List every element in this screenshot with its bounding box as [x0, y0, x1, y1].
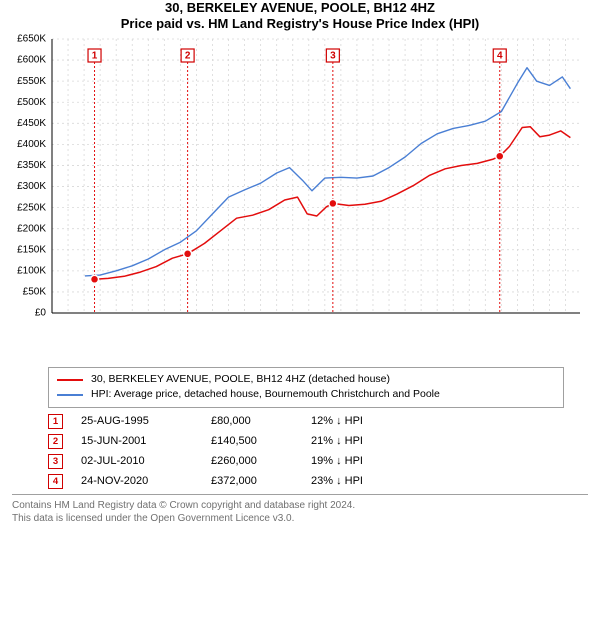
y-tick-label: £500K: [17, 97, 46, 108]
y-tick-label: £250K: [17, 202, 46, 213]
y-tick-label: £550K: [17, 76, 46, 87]
y-tick-label: £350K: [17, 160, 46, 171]
y-tick-label: £650K: [17, 34, 46, 45]
row-marker: 1: [48, 414, 63, 429]
row-marker: 2: [48, 434, 63, 449]
marker-dot-2: [184, 250, 192, 258]
y-tick-label: £200K: [17, 224, 46, 235]
row-diff: 23% ↓ HPI: [311, 475, 411, 487]
row-price: £372,000: [211, 475, 311, 487]
row-marker: 4: [48, 474, 63, 489]
y-tick-label: £0: [35, 308, 47, 319]
legend-swatch: [57, 394, 83, 396]
transaction-table: 1 25-AUG-1995£80,00012% ↓ HPI 2 15-JUN-2001…: [48, 414, 564, 489]
title-line1: 30, BERKELEY AVENUE, POOLE, BH12 4HZ: [0, 0, 600, 16]
chart-svg: £0 £50K £100K £150K £200K £250K £300K £350K £400…: [0, 31, 600, 361]
marker-dot-1: [91, 275, 99, 283]
marker-dot-3: [329, 200, 337, 208]
table-row: 2 15-JUN-2001£140,50021% ↓ HPI: [48, 434, 564, 449]
marker-num-4: 4: [497, 51, 503, 62]
footer-attribution: Contains HM Land Registry data © Crown c…: [12, 494, 588, 526]
row-diff: 21% ↓ HPI: [311, 435, 411, 447]
legend-item: 30, BERKELEY AVENUE, POOLE, BH12 4HZ (de…: [57, 372, 555, 387]
marker-num-3: 3: [330, 51, 336, 62]
y-tick-label: £600K: [17, 55, 46, 66]
table-row: 3 02-JUL-2010£260,00019% ↓ HPI: [48, 454, 564, 469]
y-tick-label: £100K: [17, 266, 46, 277]
row-date: 02-JUL-2010: [81, 455, 211, 467]
row-price: £140,500: [211, 435, 311, 447]
legend: 30, BERKELEY AVENUE, POOLE, BH12 4HZ (de…: [48, 367, 564, 407]
series-hpi: [85, 68, 571, 276]
table-row: 4 24-NOV-2020£372,00023% ↓ HPI: [48, 474, 564, 489]
y-tick-label: £400K: [17, 139, 46, 150]
row-price: £80,000: [211, 415, 311, 427]
chart-area: £0 £50K £100K £150K £200K £250K £300K £350K £400…: [0, 31, 600, 361]
title-line2: Price paid vs. HM Land Registry's House …: [0, 16, 600, 32]
legend-label: 30, BERKELEY AVENUE, POOLE, BH12 4HZ (de…: [91, 372, 390, 387]
legend-item: HPI: Average price, detached house, Bour…: [57, 387, 555, 402]
legend-swatch: [57, 379, 83, 381]
row-date: 25-AUG-1995: [81, 415, 211, 427]
chart-title: 30, BERKELEY AVENUE, POOLE, BH12 4HZ Pri…: [0, 0, 600, 31]
row-date: 15-JUN-2001: [81, 435, 211, 447]
y-tick-label: £150K: [17, 245, 46, 256]
y-tick-label: £50K: [23, 287, 47, 298]
y-tick-label: £450K: [17, 118, 46, 129]
marker-num-1: 1: [92, 51, 98, 62]
legend-label: HPI: Average price, detached house, Bour…: [91, 387, 440, 402]
row-diff: 19% ↓ HPI: [311, 455, 411, 467]
footer-line1: Contains HM Land Registry data © Crown c…: [12, 499, 588, 513]
row-date: 24-NOV-2020: [81, 475, 211, 487]
marker-dot-4: [496, 152, 504, 160]
footer-line2: This data is licensed under the Open Gov…: [12, 512, 588, 526]
marker-num-2: 2: [185, 51, 191, 62]
row-diff: 12% ↓ HPI: [311, 415, 411, 427]
row-marker: 3: [48, 454, 63, 469]
table-row: 1 25-AUG-1995£80,00012% ↓ HPI: [48, 414, 564, 429]
y-tick-label: £300K: [17, 181, 46, 192]
row-price: £260,000: [211, 455, 311, 467]
